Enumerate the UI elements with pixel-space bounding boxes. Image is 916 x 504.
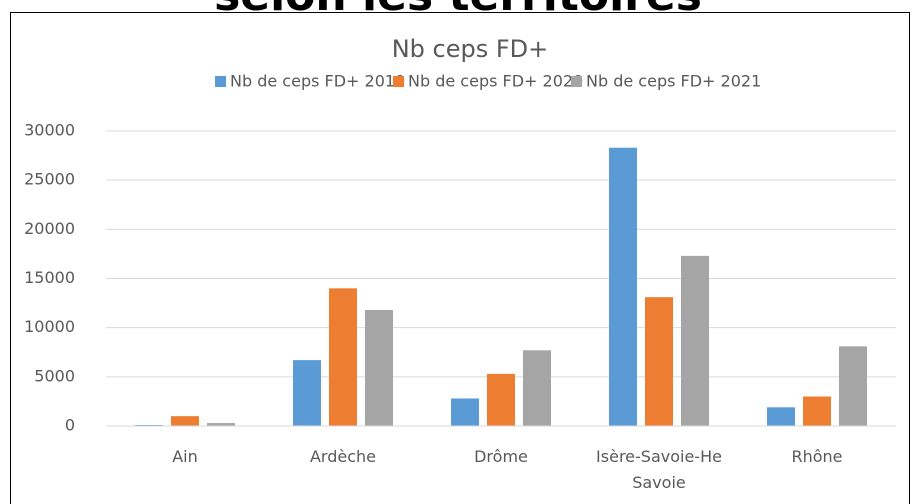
bar	[365, 309, 393, 426]
bar	[171, 416, 199, 426]
y-tick-label: 15000	[24, 268, 75, 287]
bar	[523, 350, 551, 426]
legend-swatch	[215, 76, 226, 87]
legend-swatch	[393, 76, 404, 87]
x-tick-label: Rhône	[791, 447, 843, 466]
y-tick-label: 20000	[24, 219, 75, 238]
y-tick-label: 10000	[24, 317, 75, 336]
chart-title: Nb ceps FD+	[392, 35, 549, 63]
legend-swatch	[571, 76, 582, 87]
legend-label: Nb de ceps FD+ 2020	[408, 72, 583, 91]
bar	[207, 423, 235, 426]
bar	[839, 346, 867, 426]
bar	[609, 147, 637, 426]
legend-label: Nb de ceps FD+ 2019	[230, 72, 405, 91]
bar	[293, 360, 321, 426]
bar	[767, 407, 795, 426]
x-tick-label: Ain	[172, 447, 198, 466]
legend-label: Nb de ceps FD+ 2021	[586, 72, 761, 91]
x-tick-label: Drôme	[474, 447, 528, 466]
bar	[487, 373, 515, 426]
y-tick-label: 30000	[24, 121, 75, 140]
x-tick-label: Isère-Savoie-He Savoie	[596, 447, 722, 492]
bar	[803, 396, 831, 426]
bar	[451, 398, 479, 426]
y-tick-label: 5000	[34, 366, 75, 385]
y-tick-label: 0	[65, 416, 75, 435]
bar	[681, 255, 709, 426]
x-tick-label: Ardèche	[309, 447, 377, 466]
bar	[329, 288, 357, 426]
bar	[645, 297, 673, 426]
y-tick-label: 25000	[24, 170, 75, 189]
